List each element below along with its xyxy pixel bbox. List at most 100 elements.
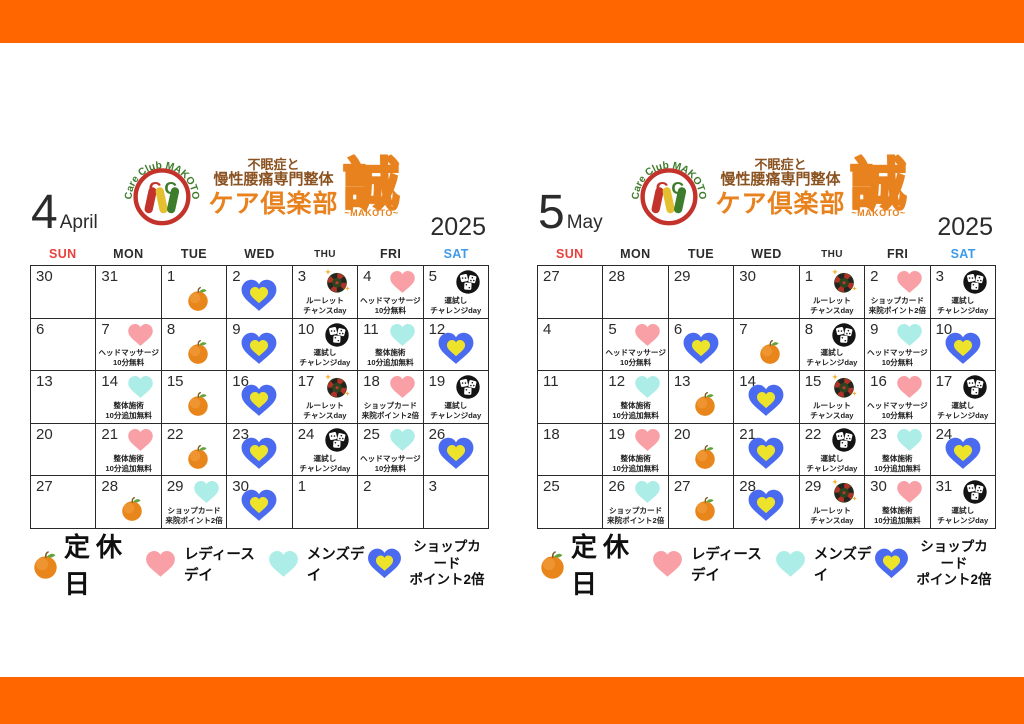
day-number: 30 [36,268,53,285]
logo-arc-text: Care Club MAKOTO [631,160,708,200]
day-cell: 8 [161,318,228,372]
month-number: 5 [538,186,565,239]
promo-label: 整体施術 10分追加無料 [612,453,659,473]
day-number: 27 [36,478,53,496]
legend-item: ショップカード ポイント2倍 [367,539,487,590]
day-number: 27 [673,478,691,496]
day-number: 31 [935,478,953,496]
weekday-wed: WED [244,247,275,261]
day-cell: 7 ヘッドマッサージ 10分無料 [96,318,162,372]
pink-heart-icon [390,376,415,399]
logo-text-block: 不眠症と 慢性腰痛専門整体 ケア倶楽部 [208,158,338,217]
day-cell: 4 ヘッドマッサージ 10分無料 [358,266,424,319]
svg-text:C: C [672,178,685,198]
day-number: 31 [101,268,119,285]
dice-icon [324,427,350,453]
day-number: 14 [739,373,756,391]
orange-icon [537,549,568,580]
promo-label: 整体施術 10分追加無料 [874,453,921,473]
day-number: 29 [166,478,184,496]
logo-makoto: ~MAKOTO~ [344,208,399,219]
day-number: 21 [739,425,756,443]
day-number: 18 [543,425,560,443]
day-number: 6 [36,320,45,338]
day-cell: 2 [358,476,424,529]
teal-heart-icon [268,550,298,578]
day-cell: 22 運試し チャレンジday [799,423,866,477]
weekday-header: SUN MON TUE WED THU FRI SAT [537,247,996,261]
day-number: 19 [608,425,626,443]
day-cell: 8 運試し チャレンジday [799,318,866,372]
day-number: 21 [101,425,119,443]
day-cell: 31 [96,266,162,319]
day-number: 30 [739,268,756,285]
legend: 定休日 レディースデイ メンズデイ ショップカード ポイント2倍 [30,532,487,599]
day-cell: 30 [31,266,97,319]
day-number: 9 [870,320,879,338]
promo-label: ヘッドマッサージ 10分無料 [867,401,928,420]
day-cell: 17 ルーレット チャンスday [292,371,359,424]
teal-heart-icon [128,376,154,399]
legend-item: メンズデイ [775,543,874,585]
day-number: 4 [543,320,552,338]
day-number: 14 [101,373,119,391]
day-number: 1 [297,478,307,496]
shop-heart-icon [874,548,909,580]
pink-heart-icon [897,271,922,294]
legend-item: 定休日 [30,527,146,601]
weekday-tue: TUE [687,247,715,261]
day-number: 23 [232,425,249,443]
day-number: 28 [608,268,626,285]
dice-icon [962,269,988,295]
promo-label: ヘッドマッサージ 10分無料 [360,295,421,315]
day-cell: 30 [227,476,293,529]
day-cell: 26 ショップカード 来院ポイント2倍 [603,476,669,529]
day-number: 24 [297,425,315,443]
day-number: 16 [870,373,887,391]
dice-icon [831,427,857,453]
day-cell: 1 [161,266,228,319]
orange-icon [691,390,718,417]
logo-title: ケア倶楽部 [715,189,846,218]
orange-icon [184,443,211,470]
day-number: 11 [363,320,379,338]
promo-label: 整体施術 10分追加無料 [105,453,152,473]
day-cell: 15 ルーレット チャンスday [799,371,866,424]
day-cell: 14 [734,371,800,424]
pink-heart-icon [635,323,661,347]
teal-heart-icon [390,323,415,347]
day-number: 17 [297,373,315,391]
bottom-orange-bar [0,677,1024,724]
shop-heart-icon [748,489,785,523]
day-cell: 18 [538,423,604,477]
teal-heart-icon [635,376,661,399]
day-number: 26 [608,478,626,496]
dice-icon [455,269,481,295]
shop-heart-icon [683,332,720,366]
day-cell: 12 [423,318,489,372]
day-cell: 5 運試し チャレンジday [423,266,489,319]
legend-label: メンズデイ [306,547,365,584]
day-cell: 22 [161,423,228,477]
roulette-icon [829,267,859,297]
weekday-tue: TUE [180,247,208,261]
pink-heart-icon [128,323,154,347]
care-club-logo-icon: Care Club MAKOTO C C [631,160,708,226]
day-number: 24 [935,425,953,443]
day-number: 25 [543,478,560,496]
day-cell: 12 整体施術 10分追加無料 [603,371,669,424]
roulette-icon [322,372,352,402]
day-cell: 30 [734,266,800,319]
promo-label: ヘッドマッサージ 10分無料 [98,348,159,368]
orange-icon [184,338,211,365]
day-number: 6 [673,320,683,338]
logo-makoto: ~MAKOTO~ [851,208,906,219]
pink-heart-icon [653,550,682,578]
day-number: 13 [673,373,691,391]
promo-label: 整体施術 10分追加無料 [105,401,152,420]
teal-heart-icon [897,428,922,452]
logo-title: ケア倶楽部 [208,189,339,218]
teal-heart-icon [390,428,415,452]
